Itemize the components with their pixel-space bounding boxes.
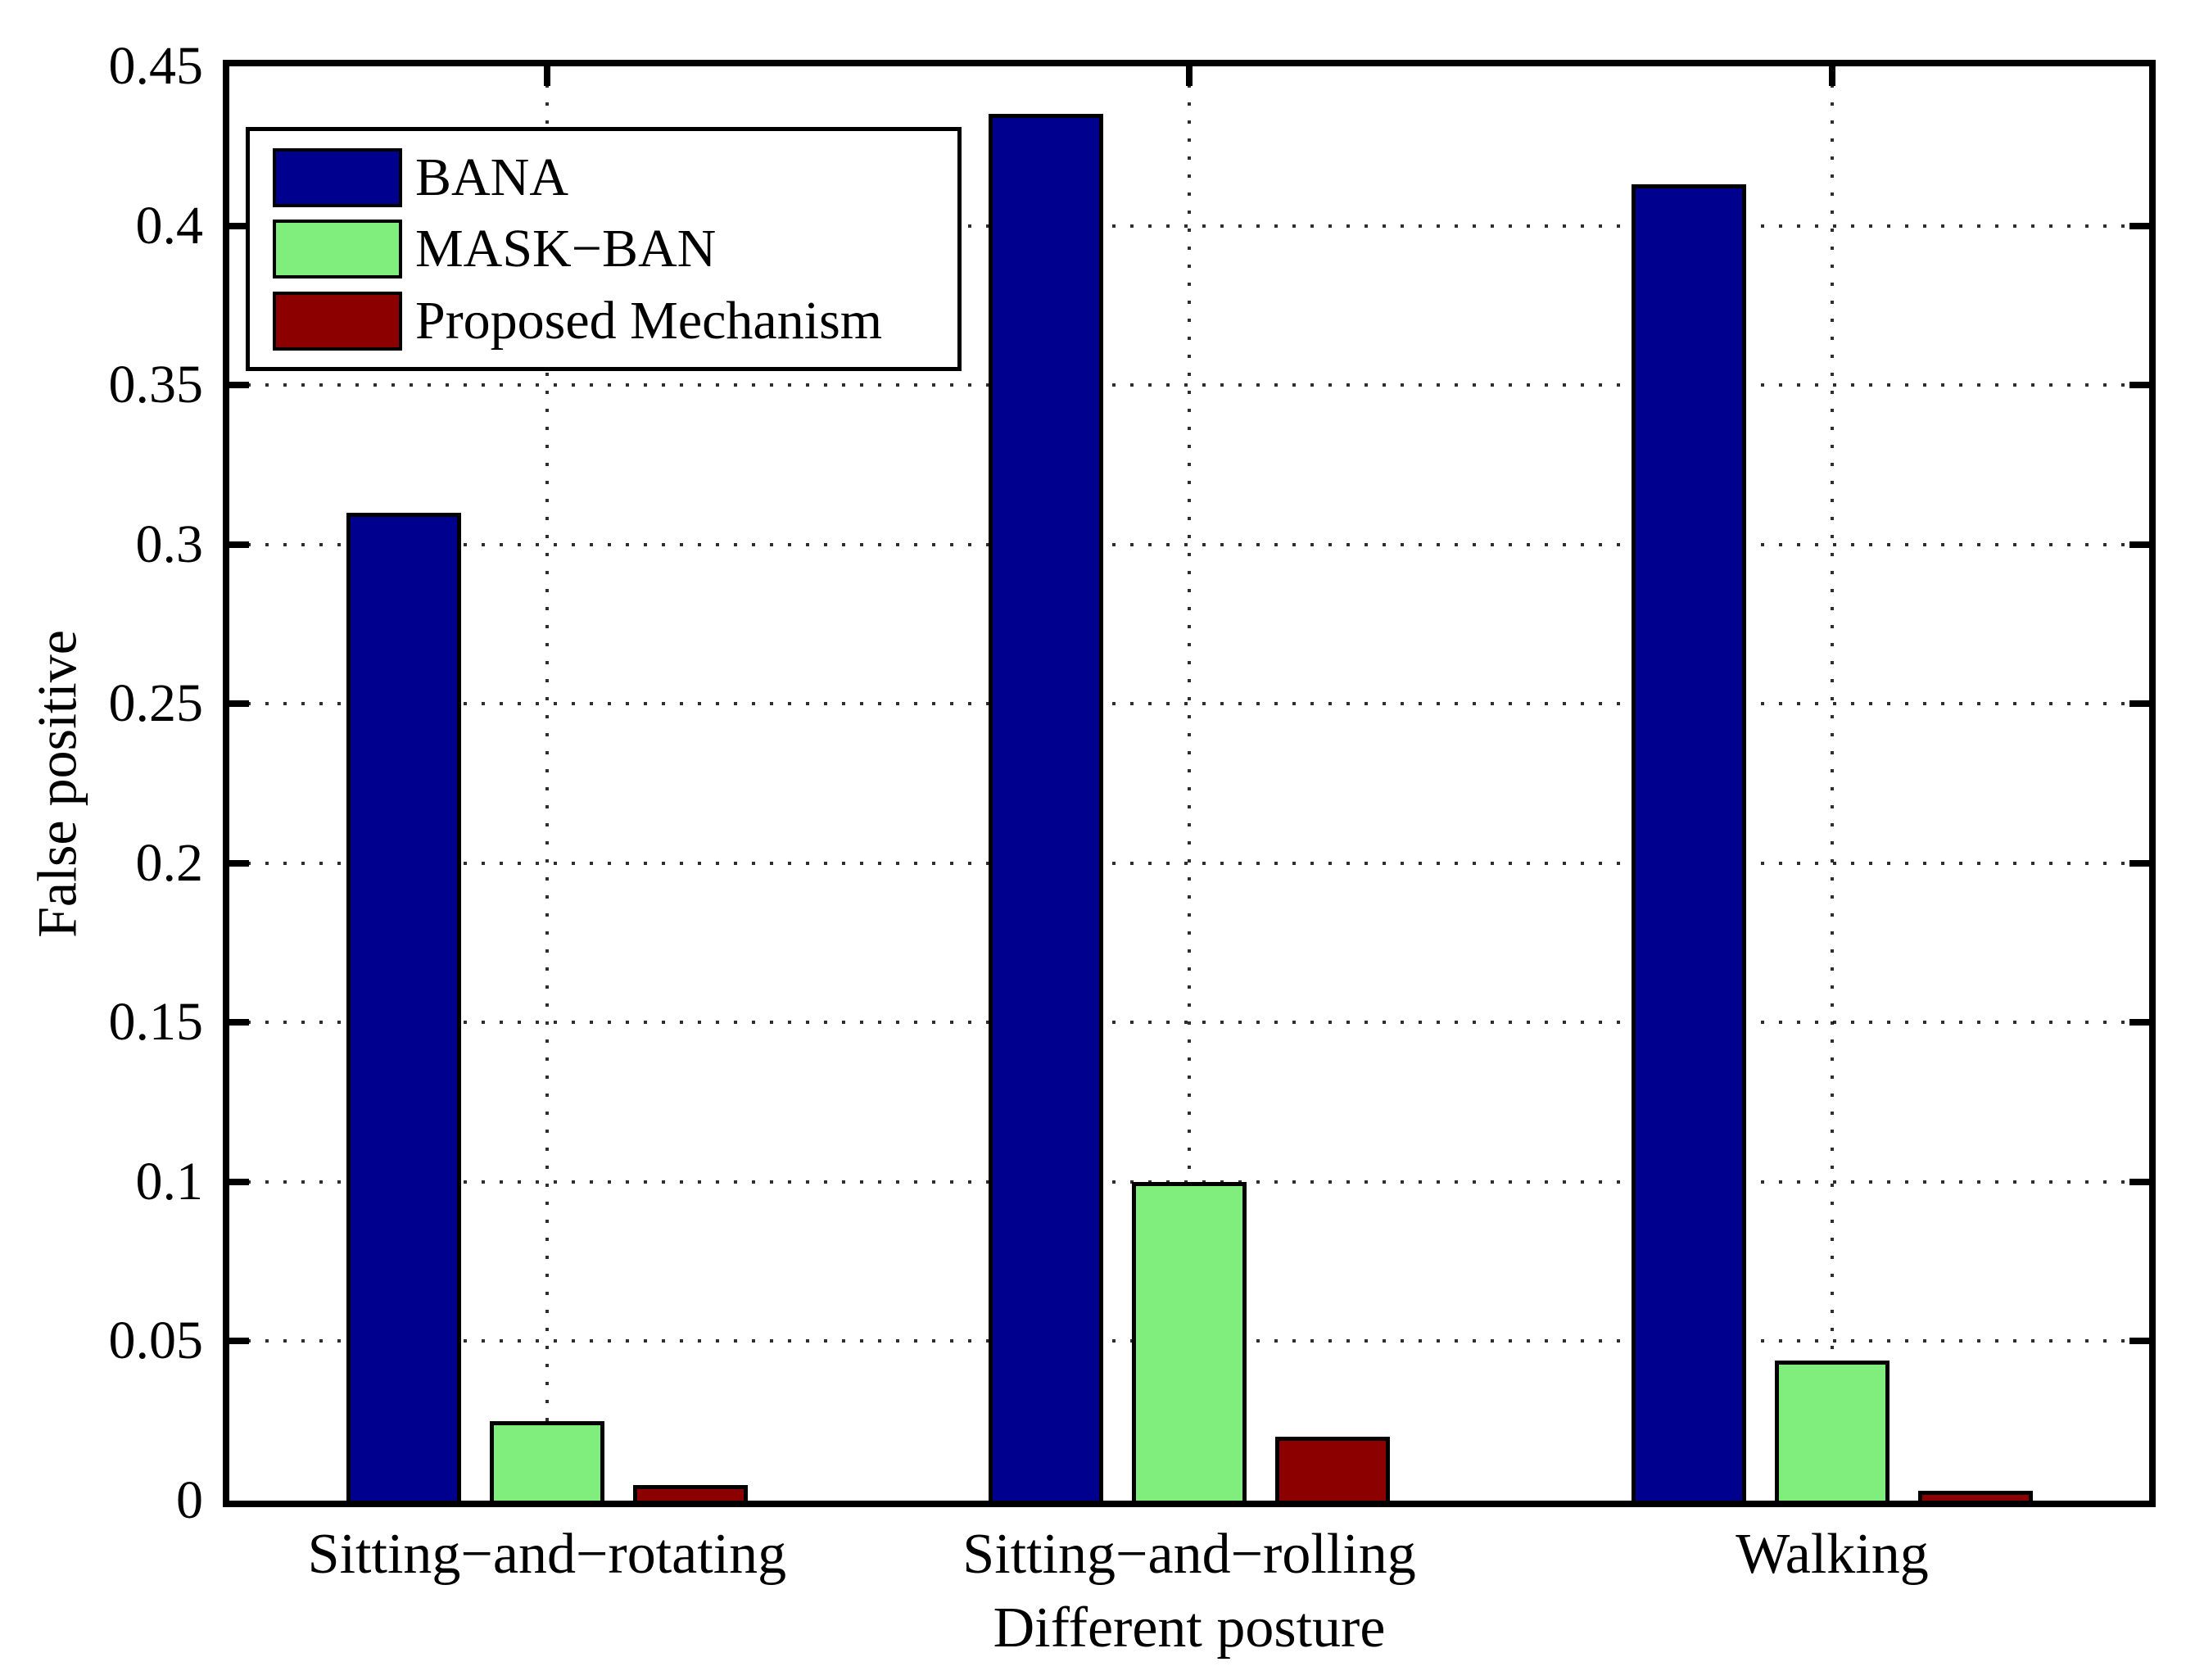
gridline-vertical (545, 66, 549, 1501)
legend-swatch-icon (273, 291, 402, 351)
category-label: Sitting−and−rolling (962, 1523, 1416, 1586)
bar-proposed-mechanism-2 (1918, 1491, 2034, 1501)
y-tick-mark-right (2129, 222, 2149, 229)
y-tick-label: 0.45 (108, 36, 204, 96)
bar-proposed-mechanism-0 (633, 1484, 748, 1501)
legend-label: BANA (415, 147, 569, 207)
legend-item: BANA (273, 147, 957, 208)
y-tick-label: 0 (176, 1470, 203, 1530)
gridline-vertical (1188, 66, 1191, 1501)
y-tick-label: 0.3 (135, 514, 204, 574)
x-tick-mark-top (1186, 66, 1193, 86)
y-tick-mark-left (229, 1338, 249, 1345)
y-tick-mark-left (229, 382, 249, 389)
bar-mask−ban-1 (1132, 1181, 1247, 1501)
bar-mask−ban-0 (489, 1420, 604, 1501)
y-tick-label: 0.05 (108, 1311, 204, 1371)
y-tick-label: 0.1 (135, 1151, 204, 1211)
legend-item: Proposed Mechanism (273, 291, 957, 351)
gridline-vertical (1831, 66, 1834, 1501)
y-tick-mark-right (2129, 541, 2149, 548)
y-tick-label: 0.2 (135, 832, 204, 893)
y-tick-mark-left (229, 541, 249, 548)
bar-bana-0 (346, 512, 461, 1501)
y-tick-label: 0.25 (108, 673, 204, 734)
plot-area (223, 60, 2156, 1507)
y-tick-mark-left (229, 859, 249, 867)
bar-bana-1 (988, 114, 1103, 1501)
legend-item: MASK−BAN (273, 219, 957, 279)
legend-swatch-icon (273, 147, 402, 207)
category-label: Walking (1736, 1523, 1929, 1586)
y-tick-mark-right (2129, 1338, 2149, 1345)
y-tick-mark-right (2129, 1178, 2149, 1185)
x-tick-mark-top (543, 66, 550, 86)
y-tick-label: 0.15 (108, 992, 204, 1053)
legend: BANA MASK−BAN Proposed Mechanism (246, 127, 962, 371)
x-tick-mark-top (1829, 66, 1835, 86)
y-tick-mark-right (2129, 700, 2149, 708)
bar-proposed-mechanism-1 (1275, 1437, 1391, 1501)
legend-label: MASK−BAN (415, 219, 717, 278)
y-tick-mark-left (229, 222, 249, 229)
plot-inner (229, 66, 2149, 1501)
y-tick-mark-right (2129, 382, 2149, 389)
y-tick-mark-left (229, 1178, 249, 1185)
y-tick-mark-left (229, 1019, 249, 1026)
bar-bana-2 (1631, 183, 1746, 1501)
y-tick-label: 0.4 (135, 195, 204, 256)
x-axis-label: Different posture (993, 1596, 1386, 1660)
y-tick-label: 0.35 (108, 355, 204, 415)
legend-label: Proposed Mechanism (415, 290, 883, 351)
y-tick-mark-right (2129, 1019, 2149, 1026)
legend-swatch-icon (273, 220, 402, 278)
category-label: Sitting−and−rotating (307, 1523, 787, 1586)
y-tick-mark-left (229, 700, 249, 708)
bar-mask−ban-2 (1775, 1360, 1890, 1501)
y-tick-mark-right (2129, 859, 2149, 867)
